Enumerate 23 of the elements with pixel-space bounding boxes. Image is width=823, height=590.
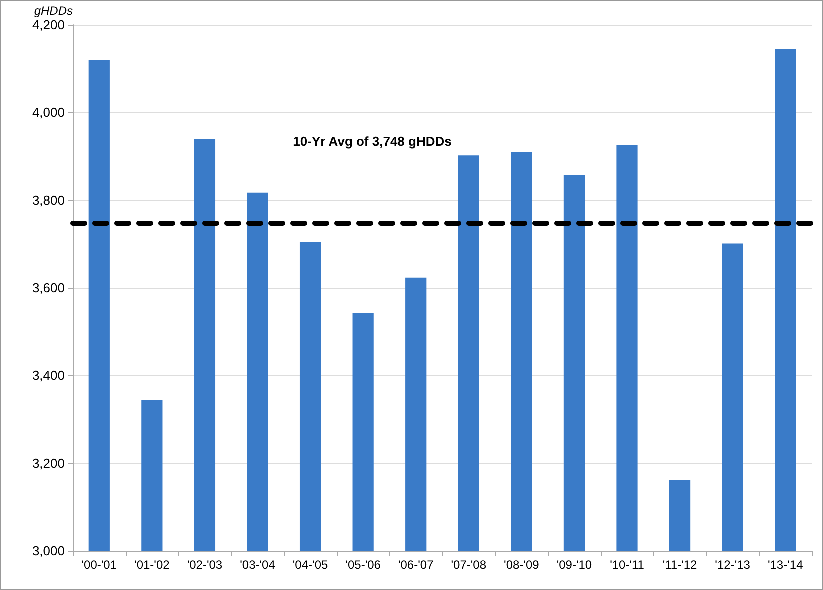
y-tick-label: 4,200	[32, 18, 65, 32]
y-tick-label: 3,200	[32, 456, 65, 471]
y-tick-label: 4,000	[32, 105, 65, 120]
x-tick-label: '11-'12	[662, 558, 698, 572]
x-tick-label: '04-'05	[292, 558, 328, 572]
x-tick-label: '00-'01	[82, 558, 118, 572]
x-tick-label: '09-'10	[556, 558, 592, 572]
x-tick-label: '10-'11	[610, 558, 645, 572]
x-tick-label: '08-'09	[504, 558, 540, 572]
x-tick-label: '01-'02	[134, 558, 170, 572]
y-tick-label: 3,800	[32, 192, 65, 208]
x-tick-label: '06-'07	[398, 558, 434, 572]
x-tick-label: '02-'03	[187, 558, 223, 572]
y-tick-label: 3,000	[32, 544, 65, 558]
y-tick-label: 3,400	[32, 368, 65, 384]
ref-line-label: 10-Yr Avg of 3,748 gHDDs	[293, 134, 452, 150]
x-tick-label: '05-'06	[346, 558, 382, 572]
y-tick-label: 3,600	[32, 280, 65, 296]
y-axis-title: gHDDs	[34, 4, 73, 18]
x-tick-label: '13-'14	[768, 558, 804, 572]
x-tick-label: '03-'04	[240, 558, 276, 572]
x-tick-label: '12-'13	[715, 558, 751, 572]
x-tick-label: '07-'08	[451, 558, 487, 572]
